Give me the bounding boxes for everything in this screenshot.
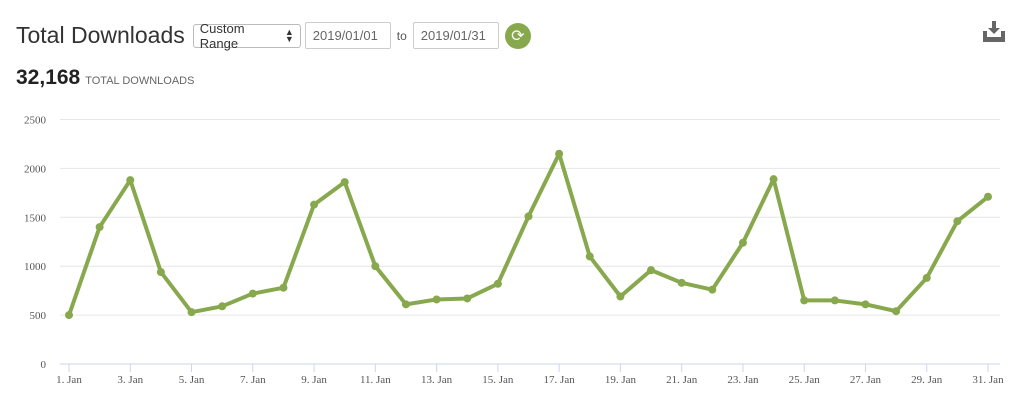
series-line xyxy=(67,151,990,316)
data-point xyxy=(984,192,992,201)
y-tick-label: 0 xyxy=(41,359,47,371)
data-point xyxy=(248,289,257,298)
x-tick-label: 1. Jan xyxy=(56,374,82,386)
data-point xyxy=(524,212,533,221)
data-point xyxy=(677,278,686,287)
y-tick-label: 1500 xyxy=(24,212,47,224)
x-tick-label: 9. Jan xyxy=(301,374,327,386)
data-point xyxy=(493,279,502,288)
data-point xyxy=(800,296,809,305)
x-tick-label: 13. Jan xyxy=(421,374,453,386)
total-summary: 32,168 TOTAL DOWNLOADS xyxy=(16,66,194,90)
x-tick-label: 17. Jan xyxy=(544,374,576,386)
data-point xyxy=(218,302,227,311)
date-to-input[interactable]: 2019/01/31 xyxy=(412,22,499,49)
select-arrows-icon: ▲ ▼ xyxy=(284,26,294,44)
data-point xyxy=(371,262,380,271)
to-label: to xyxy=(396,28,407,43)
x-tick-label: 31. Jan xyxy=(972,374,1004,386)
y-tick-label: 2000 xyxy=(24,163,47,175)
data-point xyxy=(65,311,73,320)
data-point xyxy=(738,238,747,247)
x-tick-label: 25. Jan xyxy=(789,374,821,386)
data-point xyxy=(953,217,962,226)
x-tick-label: 19. Jan xyxy=(605,374,637,386)
header: Total Downloads Custom Range ▲ ▼ 2019/01/0… xyxy=(16,20,531,51)
data-point xyxy=(279,283,288,292)
x-tick-label: 23. Jan xyxy=(727,374,759,386)
data-point xyxy=(340,178,349,187)
data-point xyxy=(555,149,564,158)
data-point xyxy=(585,252,594,261)
data-point xyxy=(95,223,104,232)
data-point xyxy=(310,200,319,209)
data-point xyxy=(861,300,870,309)
range-select-value: Custom Range xyxy=(199,20,245,51)
data-point xyxy=(616,292,625,301)
refresh-button[interactable]: ⟳ xyxy=(504,22,531,49)
data-point xyxy=(401,300,410,309)
x-tick-label: 27. Jan xyxy=(850,374,882,386)
x-tick-label: 5. Jan xyxy=(179,374,205,386)
data-point xyxy=(922,273,931,282)
y-tick-label: 500 xyxy=(30,310,47,322)
x-tick-label: 21. Jan xyxy=(666,374,698,386)
total-count: 32,168 xyxy=(16,66,81,89)
data-point xyxy=(156,268,165,277)
data-point xyxy=(126,176,135,185)
download-icon xyxy=(983,21,1005,42)
data-point xyxy=(892,307,901,316)
data-point xyxy=(708,285,717,294)
y-tick-label: 1000 xyxy=(24,261,47,273)
x-tick-label: 15. Jan xyxy=(482,374,514,386)
x-tick-label: 29. Jan xyxy=(911,374,943,386)
range-select[interactable]: Custom Range ▲ ▼ xyxy=(192,20,301,51)
download-button[interactable] xyxy=(982,20,1006,49)
date-from-input[interactable]: 2019/01/01 xyxy=(304,22,391,49)
data-point xyxy=(647,266,656,275)
x-tick-label: 3. Jan xyxy=(117,374,143,386)
data-point xyxy=(769,175,778,184)
x-tick-label: 11. Jan xyxy=(360,374,391,386)
data-point xyxy=(463,294,472,303)
data-point xyxy=(432,295,441,304)
data-point xyxy=(830,296,839,305)
page-title: Total Downloads xyxy=(16,22,185,48)
total-label: TOTAL DOWNLOADS xyxy=(85,75,195,87)
x-tick-label: 7. Jan xyxy=(240,374,266,386)
data-point xyxy=(187,308,196,317)
refresh-icon: ⟳ xyxy=(511,27,525,45)
y-tick-label: 2500 xyxy=(24,115,47,127)
